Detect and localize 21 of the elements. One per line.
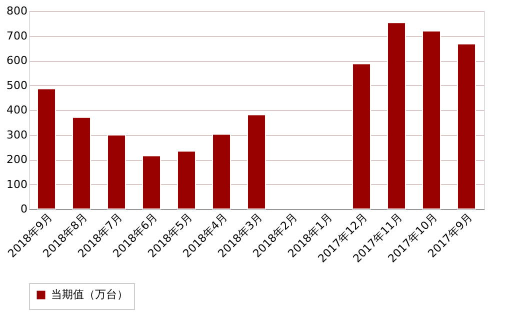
y-tick-label: 800 <box>6 4 28 18</box>
y-tick-label: 100 <box>6 178 28 191</box>
bar <box>212 134 231 210</box>
bar <box>352 63 371 210</box>
bar <box>247 114 266 210</box>
bar <box>457 43 476 210</box>
legend-label: 当期值（万台） <box>51 288 128 301</box>
y-tick-label: 500 <box>6 78 28 92</box>
bar <box>72 116 91 210</box>
y-tick-label: 700 <box>6 29 28 42</box>
bar <box>37 88 56 210</box>
bar <box>422 30 441 210</box>
bar <box>177 150 196 210</box>
y-tick-label: 200 <box>6 153 28 166</box>
y-tick-label: 600 <box>6 54 28 67</box>
bar <box>107 134 126 210</box>
y-tick-label: 0 <box>20 202 28 216</box>
y-tick-label: 300 <box>6 128 28 142</box>
bar <box>387 22 406 210</box>
y-tick-label: 400 <box>6 104 28 116</box>
bar <box>142 155 161 210</box>
